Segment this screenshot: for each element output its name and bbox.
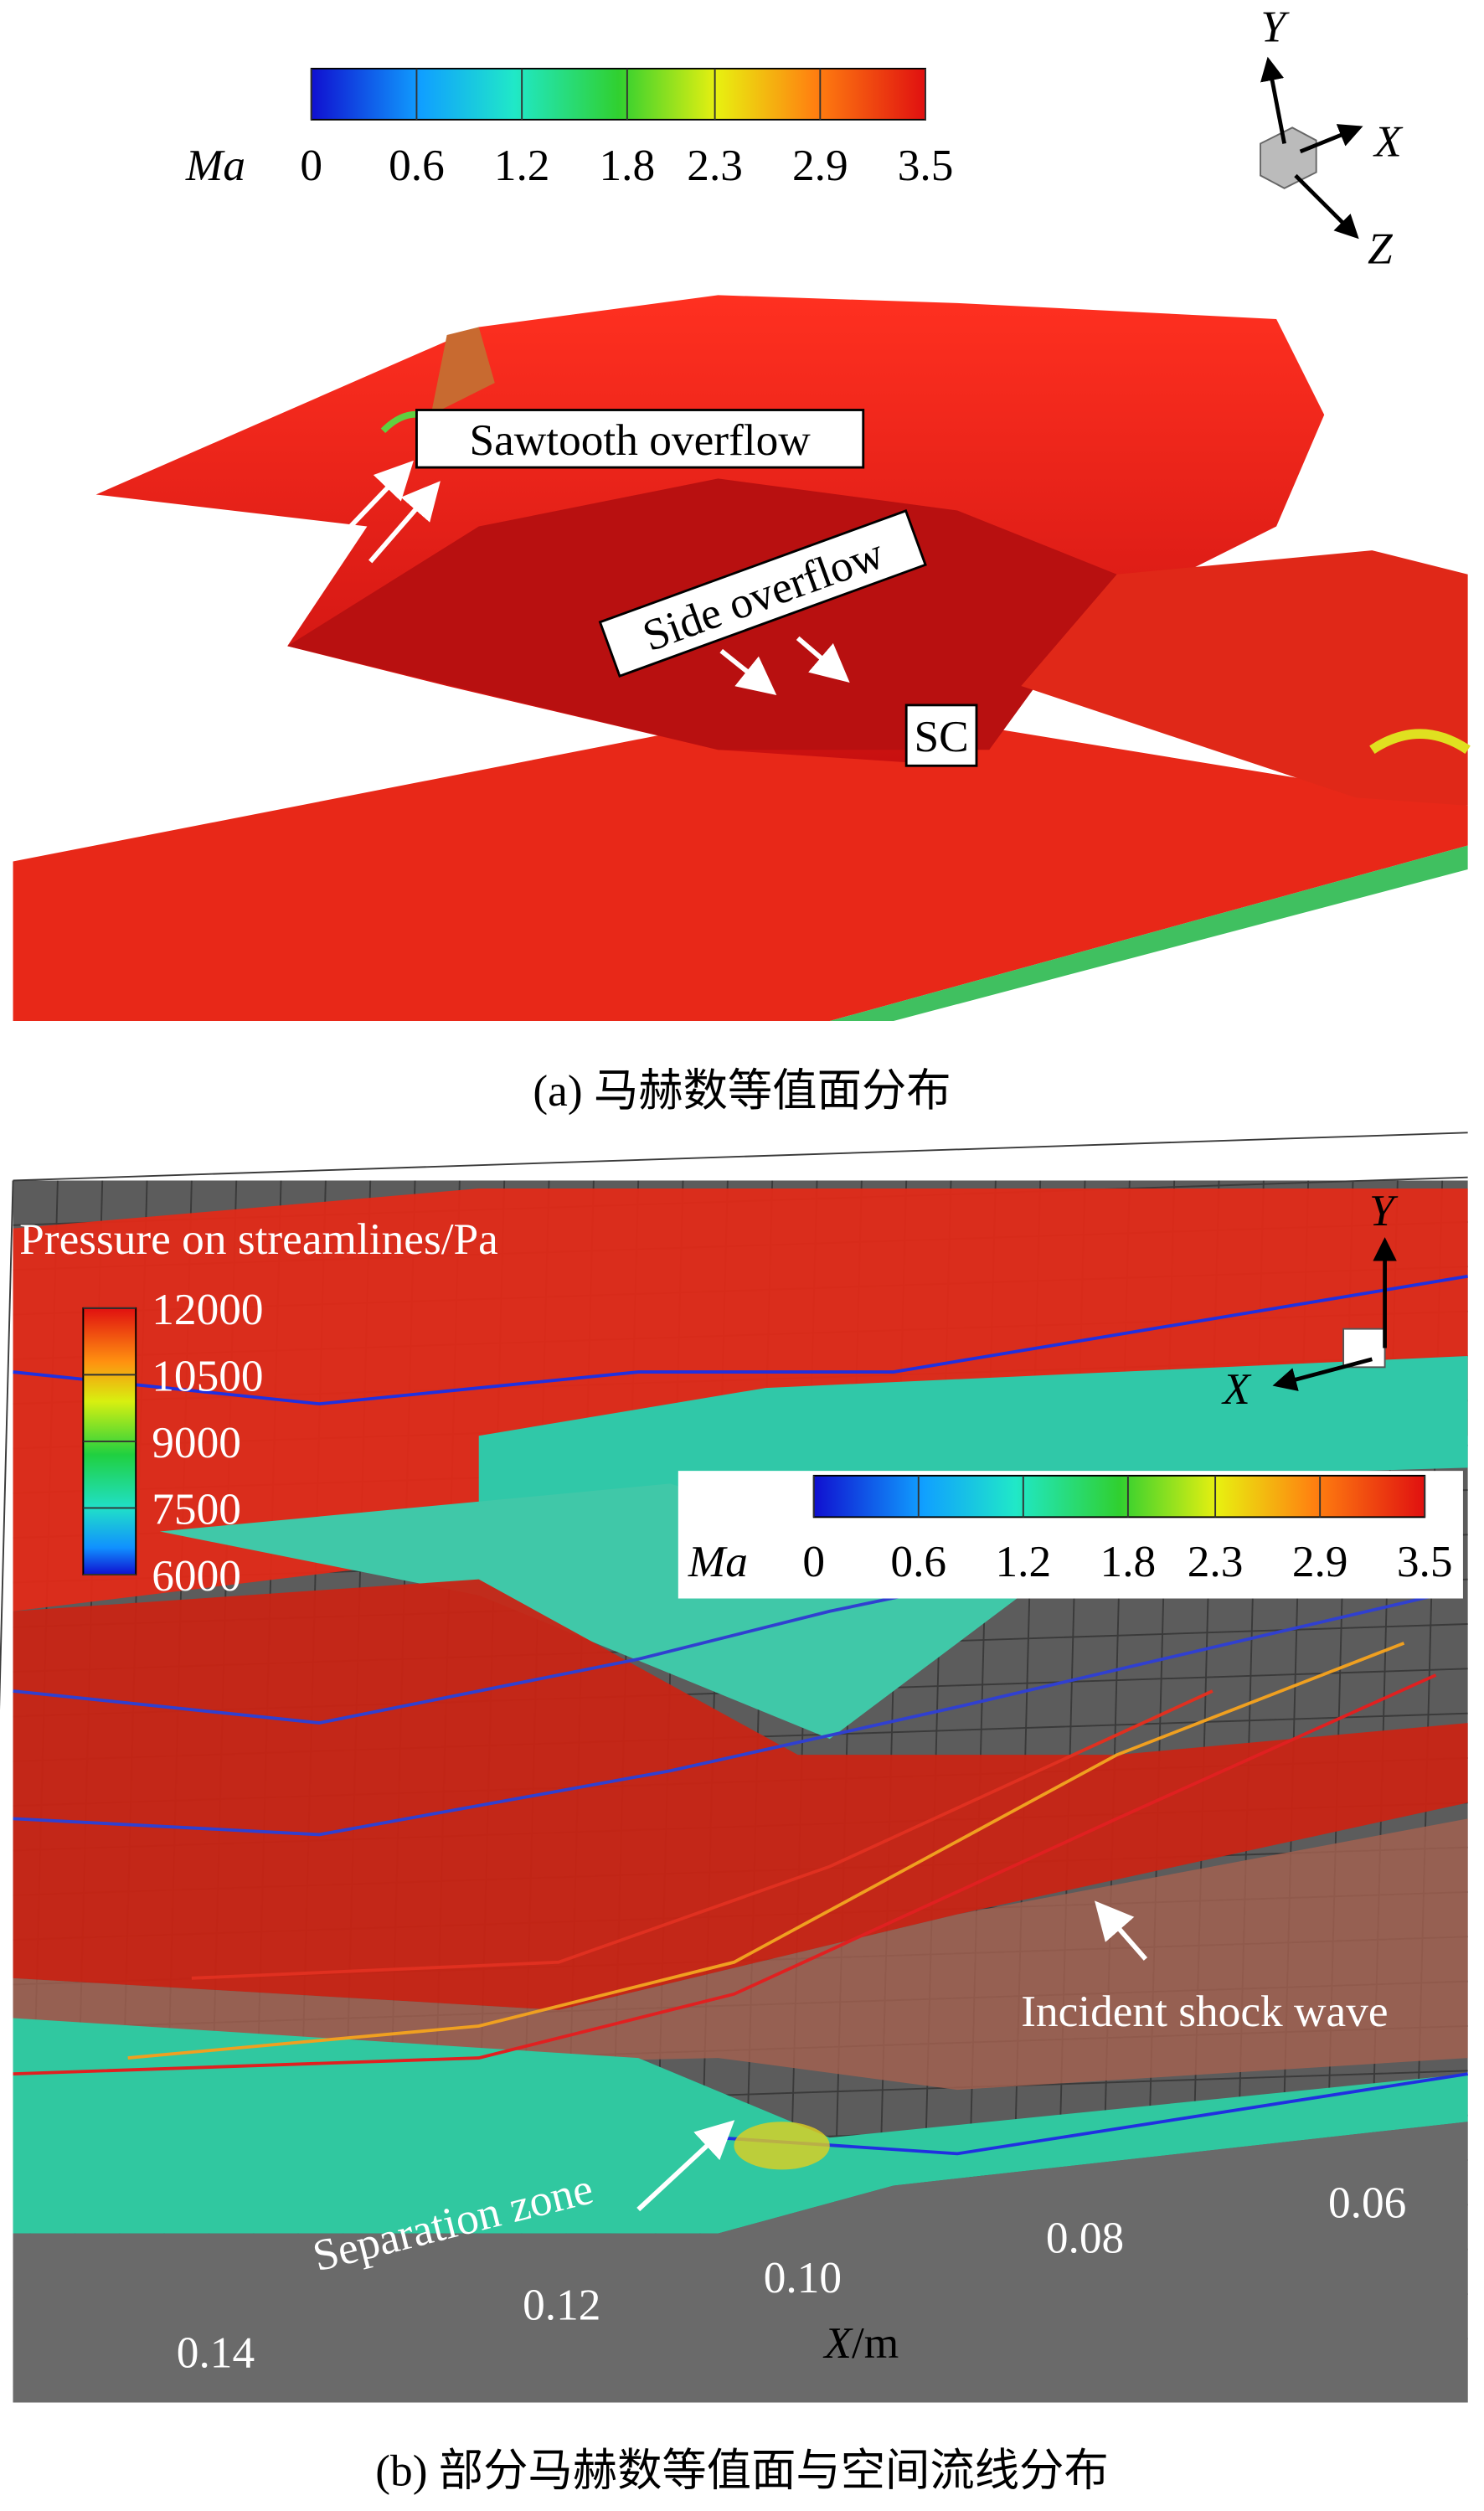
axis-label: Y [1369, 1185, 1399, 1235]
x-axis-label: X/m [822, 2318, 899, 2368]
panel-a-render: Sawtooth overflow Side overflow SC [13, 295, 1471, 1022]
panel-b-render [0, 1132, 1468, 2403]
colorbar-tick-label: 6000 [152, 1550, 241, 1601]
colorbar-tick-label: 1.2 [995, 1536, 1051, 1586]
colorbar [812, 1474, 1426, 1518]
axis-variable: X [822, 2318, 853, 2368]
axis-label: X [1373, 116, 1404, 167]
colorbar-tick-label: 1.8 [1100, 1536, 1157, 1586]
colorbar-tick-label: 3.5 [1397, 1536, 1453, 1586]
axis-unit: /m [852, 2318, 899, 2368]
colorbar-tick-label: 2.9 [792, 140, 848, 190]
colorbar-tick-label: 3.5 [898, 140, 954, 190]
colorbar-title: Pressure on streamlines/Pa [19, 1214, 498, 1264]
annotation: SC [914, 711, 968, 761]
axis-triad: Y X [1221, 1185, 1399, 1414]
colorbar-tick-label: 1.8 [600, 140, 656, 190]
colorbar-tick-label: 1.2 [494, 140, 550, 190]
colorbar-tick-label: 2.3 [687, 140, 743, 190]
colorbar-tick-label: 0 [300, 140, 322, 190]
colorbar-label: Ma [688, 1536, 748, 1586]
colorbar-tick-label: 9000 [152, 1417, 241, 1467]
colorbar-tick-label: 0 [802, 1536, 825, 1586]
caption: (a) 马赫数等值面分布 [533, 1065, 951, 1116]
x-tick-label: 0.08 [1046, 2212, 1124, 2262]
caption: (b) 部分马赫数等值面与空间流线分布 [375, 2446, 1108, 2496]
colorbar-tick-label: 0.6 [890, 1536, 946, 1586]
colorbar-tick-label: 2.3 [1188, 1536, 1244, 1586]
grid-line [13, 1132, 1468, 1182]
x-tick-label: 0.14 [177, 2328, 255, 2378]
colorbar-tick-label: 12000 [152, 1284, 263, 1334]
colorbar-label: Ma [185, 140, 245, 190]
colorbar-tick-label: 7500 [152, 1483, 241, 1534]
axis-triad: Y X Z [1260, 2, 1404, 273]
x-axis: 0.14 0.12 0.10 0.08 0.06 [177, 2178, 1407, 2378]
colorbar-tick-label: 10500 [152, 1350, 263, 1400]
annotation: Incident shock wave [1021, 1986, 1388, 2036]
axis-label: Z [1368, 223, 1394, 273]
colorbar-tick-label: 2.9 [1292, 1536, 1348, 1586]
x-tick-label: 0.06 [1328, 2178, 1406, 2228]
colorbar-tick-label: 0.6 [389, 140, 445, 190]
axis-label: X [1221, 1364, 1252, 1414]
x-tick-label: 0.10 [764, 2252, 842, 2302]
colorbar [310, 67, 926, 121]
axis-label: Y [1260, 2, 1290, 52]
grid-line [0, 1180, 14, 1710]
annotation: Sawtooth overflow [469, 415, 811, 465]
x-tick-label: 0.12 [523, 2279, 600, 2329]
